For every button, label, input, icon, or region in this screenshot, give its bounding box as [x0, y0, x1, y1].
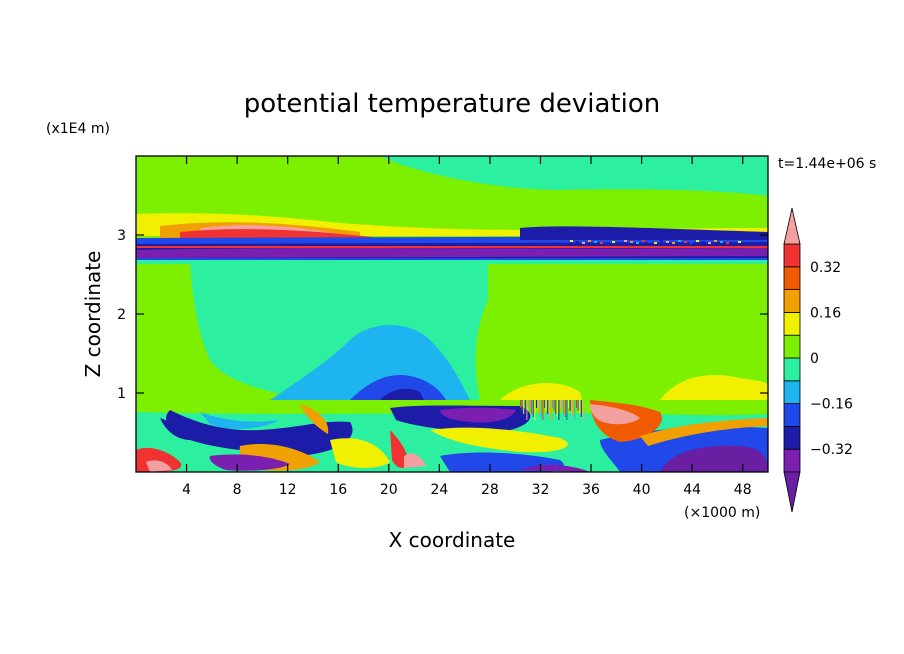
- x-tick-label: 16: [329, 482, 347, 498]
- x-tick-label: 4: [182, 482, 191, 498]
- x-axis-label: X coordinate: [389, 528, 516, 552]
- colorbar-tick-label: 0: [810, 351, 819, 367]
- x-tick-label: 12: [279, 482, 297, 498]
- colorbar-swatch: [783, 425, 801, 450]
- colorbar-swatch: [783, 311, 801, 336]
- x-tick-label: 20: [380, 482, 398, 498]
- colorbar-swatch: [783, 266, 801, 290]
- x-tick-label: 40: [633, 482, 651, 498]
- time-label: t=1.44e+06 s: [778, 156, 876, 172]
- x-tick-label: 8: [233, 482, 242, 498]
- y-unit-label: (x1E4 m): [46, 121, 110, 137]
- colorbar-swatch: [783, 380, 801, 404]
- colorbar-swatch: [783, 357, 801, 382]
- colorbar-swatch: [783, 243, 801, 268]
- x-tick-label: 36: [582, 482, 600, 498]
- x-unit-label: (×1000 m): [684, 505, 760, 521]
- colorbar-tick-label: 0.16: [810, 305, 841, 321]
- x-tick-label: 24: [430, 482, 448, 498]
- colorbar-tick-label: −0.32: [810, 442, 853, 458]
- colorbar-tick-label: 0.32: [810, 260, 841, 276]
- y-axis-label: Z coordinate: [81, 251, 105, 378]
- colorbar-swatch: [783, 403, 801, 427]
- colorbar: 0.32 0.16 0 −0.16 −0.32: [783, 207, 853, 513]
- x-tick-label: 44: [683, 482, 701, 498]
- y-tick-label: 2: [117, 307, 126, 323]
- colorbar-overflow-arrow: [783, 207, 801, 245]
- colorbar-swatch: [783, 334, 801, 359]
- x-axis: 4 8 12 16 20 24 28 32 36 40 44 48: [182, 156, 752, 498]
- x-tick-label: 48: [734, 482, 752, 498]
- y-tick-label: 3: [117, 228, 126, 244]
- y-tick-label: 1: [117, 386, 126, 402]
- colorbar-underflow-arrow: [783, 471, 801, 513]
- colorbar-swatch: [783, 448, 801, 473]
- chart-title: potential temperature deviation: [244, 89, 660, 119]
- y-axis: 1 2 3: [117, 228, 768, 402]
- colorbar-swatch: [783, 289, 801, 313]
- x-tick-label: 32: [532, 482, 550, 498]
- x-tick-label: 28: [481, 482, 499, 498]
- colorbar-tick-label: −0.16: [810, 397, 853, 413]
- contour-field: [136, 156, 768, 472]
